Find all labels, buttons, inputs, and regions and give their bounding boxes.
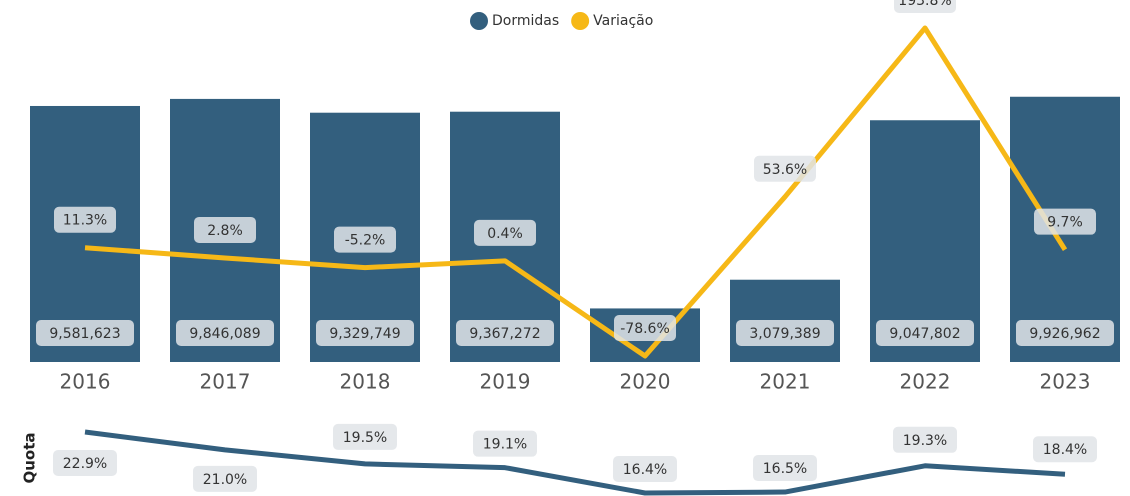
quota-label: 21.0% bbox=[203, 472, 247, 488]
line-value-label: 0.4% bbox=[487, 226, 523, 242]
line bbox=[84, 429, 1066, 496]
quota-label: 19.5% bbox=[343, 430, 387, 446]
line-value-label: 193.8% bbox=[898, 0, 951, 9]
bar-value-label-box bbox=[36, 320, 134, 346]
bar-value-label: 9,846,089 bbox=[189, 326, 260, 342]
quota-label-box bbox=[193, 465, 257, 492]
quota-label: 19.1% bbox=[483, 437, 527, 453]
x-tick-label: 2023 bbox=[1040, 370, 1091, 394]
bar-value-label-box bbox=[876, 320, 974, 346]
bar-value-label-box bbox=[1016, 320, 1114, 346]
quota-label: 16.4% bbox=[623, 462, 667, 478]
bar-value-label-box bbox=[316, 320, 414, 346]
legend-marker bbox=[470, 12, 488, 30]
x-tick-label: 2019 bbox=[480, 370, 531, 394]
line-value-label-box bbox=[334, 226, 396, 253]
line-value-label: 11.3% bbox=[63, 213, 107, 229]
bar-value-label: 3,079,389 bbox=[749, 326, 820, 342]
bar-value-label-box bbox=[736, 320, 834, 346]
line-value-label: 9.7% bbox=[1047, 215, 1083, 231]
bar-value-label: 9,329,749 bbox=[329, 326, 400, 342]
line-value-label-box bbox=[754, 155, 816, 182]
legend-label: Variação bbox=[593, 13, 653, 29]
line-value-label: 53.6% bbox=[763, 162, 807, 178]
y-axis-label: Quota bbox=[21, 432, 39, 483]
x-tick-label: 2017 bbox=[200, 370, 251, 394]
bar-value-label: 9,047,802 bbox=[889, 326, 960, 342]
legend-marker bbox=[571, 12, 590, 30]
line bbox=[84, 25, 1068, 359]
quota-label: 16.5% bbox=[763, 461, 807, 477]
quota-label-box bbox=[893, 426, 957, 453]
quota-label-box bbox=[473, 430, 537, 457]
line-value-label-box bbox=[194, 216, 256, 243]
legend-label: Dormidas bbox=[492, 13, 559, 29]
quota-label: 18.4% bbox=[1043, 442, 1087, 458]
bar-value-label: 9,367,272 bbox=[469, 326, 540, 342]
line-value-label-box bbox=[54, 206, 116, 233]
x-tick-label: 2020 bbox=[620, 370, 671, 394]
x-tick-label: 2021 bbox=[760, 370, 811, 394]
line-value-label-box bbox=[894, 0, 956, 13]
quota-label-box bbox=[613, 455, 677, 482]
bar-value-label-box bbox=[176, 320, 274, 346]
line-value-label: -78.6% bbox=[620, 321, 670, 337]
x-tick-label: 2018 bbox=[340, 370, 391, 394]
quota-label-box bbox=[53, 450, 117, 477]
line-value-label-box bbox=[474, 219, 536, 246]
quota-label: 22.9% bbox=[63, 456, 107, 472]
bar-value-label: 9,581,623 bbox=[49, 326, 120, 342]
bar-value-label: 9,926,962 bbox=[1029, 326, 1100, 342]
x-tick-label: 2016 bbox=[60, 370, 111, 394]
quota-label-box bbox=[753, 455, 817, 482]
quota-label: 19.3% bbox=[903, 433, 947, 449]
x-tick-label: 2022 bbox=[900, 370, 951, 394]
quota-label-box bbox=[1033, 436, 1097, 463]
bar bbox=[30, 105, 140, 362]
line-value-label: -5.2% bbox=[345, 233, 386, 249]
line-value-label: 2.8% bbox=[207, 223, 243, 239]
line-value-label-box bbox=[614, 314, 676, 341]
quota-label-box bbox=[333, 423, 397, 450]
bar-value-label-box bbox=[456, 320, 554, 346]
line-value-label-box bbox=[1034, 208, 1096, 235]
